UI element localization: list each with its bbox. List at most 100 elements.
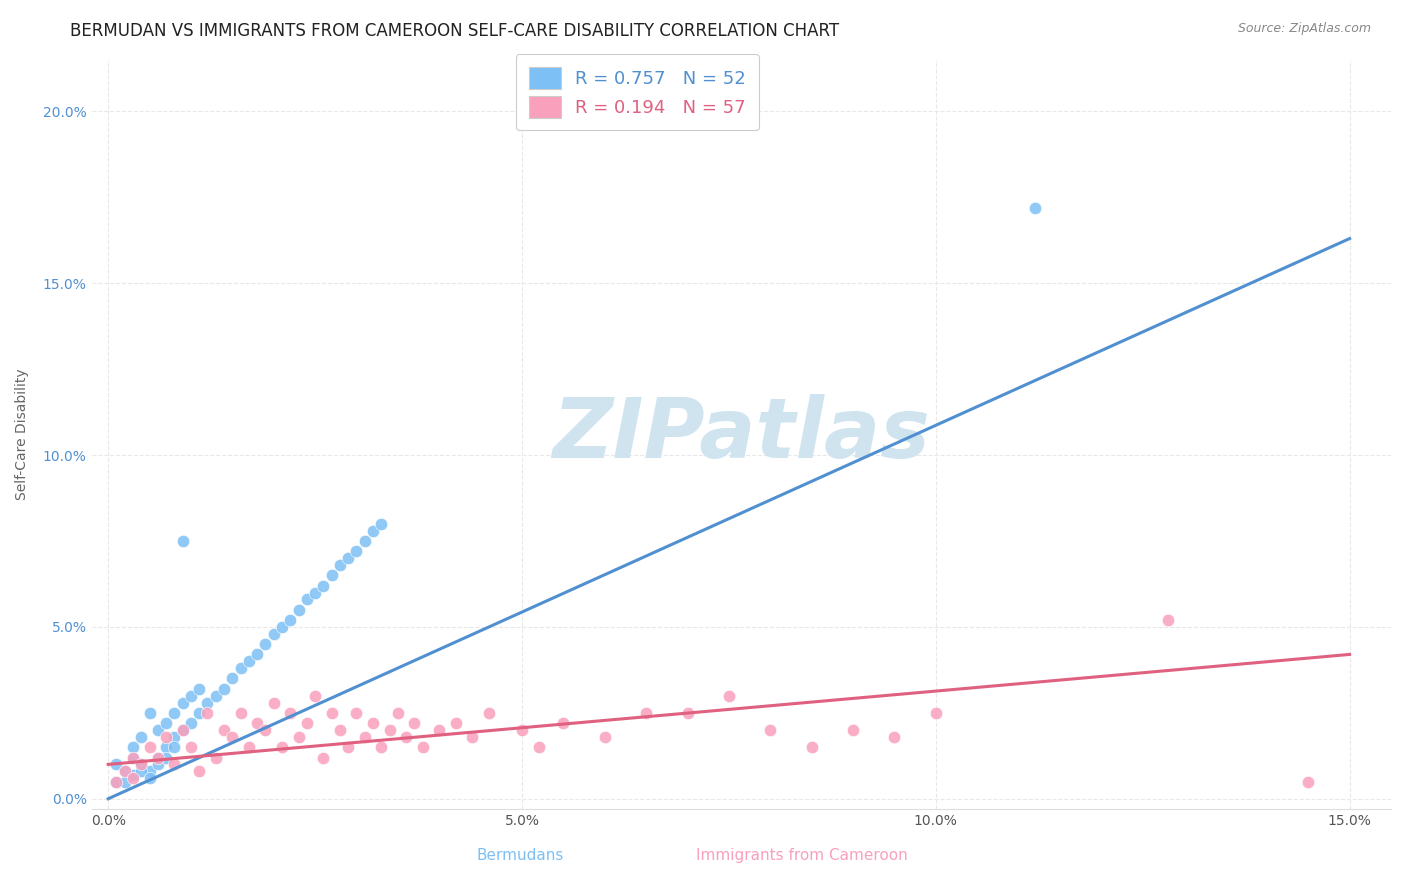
Point <box>114 764 136 779</box>
Text: Source: ZipAtlas.com: Source: ZipAtlas.com <box>1237 22 1371 36</box>
Point <box>287 730 309 744</box>
Point <box>180 689 202 703</box>
Point <box>329 723 352 737</box>
Point <box>122 740 145 755</box>
Point <box>353 730 375 744</box>
Point <box>478 706 501 720</box>
Point <box>271 620 294 634</box>
Point <box>114 774 136 789</box>
Y-axis label: Self-Care Disability: Self-Care Disability <box>15 368 30 500</box>
Point <box>212 681 235 696</box>
Point <box>188 681 211 696</box>
Point <box>287 603 309 617</box>
Point <box>378 723 401 737</box>
Legend: R = 0.757   N = 52, R = 0.194   N = 57: R = 0.757 N = 52, R = 0.194 N = 57 <box>516 54 759 130</box>
Point <box>412 740 434 755</box>
Point <box>229 661 252 675</box>
Point <box>346 706 368 720</box>
Point <box>759 723 782 737</box>
Point <box>221 730 243 744</box>
Point <box>163 706 186 720</box>
Point <box>138 740 160 755</box>
Point <box>122 750 145 764</box>
Point <box>883 730 905 744</box>
Point <box>105 757 128 772</box>
Point <box>304 689 326 703</box>
Point <box>105 774 128 789</box>
Point <box>361 524 384 538</box>
Point <box>229 706 252 720</box>
Point <box>527 740 550 755</box>
Point <box>321 706 343 720</box>
Point <box>146 750 169 764</box>
Point <box>197 706 219 720</box>
Point <box>138 706 160 720</box>
Point <box>361 716 384 731</box>
Point <box>155 716 177 731</box>
Point <box>254 723 277 737</box>
Point <box>155 750 177 764</box>
Point <box>1156 613 1178 627</box>
Point <box>636 706 658 720</box>
Point <box>278 706 301 720</box>
Point <box>404 716 426 731</box>
Point <box>278 613 301 627</box>
Point <box>717 689 740 703</box>
Point <box>129 730 152 744</box>
Point <box>304 585 326 599</box>
Point <box>197 696 219 710</box>
Point <box>146 757 169 772</box>
Text: Bermudans: Bermudans <box>477 848 564 863</box>
Point <box>295 716 318 731</box>
Point <box>155 740 177 755</box>
Point <box>129 757 152 772</box>
Point <box>212 723 235 737</box>
Point <box>800 740 823 755</box>
Point <box>312 750 335 764</box>
Point <box>238 740 260 755</box>
Point <box>180 740 202 755</box>
Point <box>138 764 160 779</box>
Point <box>129 757 152 772</box>
Point <box>271 740 294 755</box>
Point <box>172 696 194 710</box>
Point <box>138 771 160 785</box>
Point <box>337 551 360 566</box>
Point <box>329 558 352 572</box>
Point <box>163 730 186 744</box>
Point <box>188 706 211 720</box>
Point <box>553 716 575 731</box>
Point <box>146 750 169 764</box>
Point <box>370 740 392 755</box>
Point <box>155 730 177 744</box>
Point <box>246 648 269 662</box>
Text: Immigrants from Cameroon: Immigrants from Cameroon <box>696 848 907 863</box>
Point <box>105 774 128 789</box>
Point <box>1024 201 1046 215</box>
Point <box>444 716 467 731</box>
Point <box>188 764 211 779</box>
Point <box>122 750 145 764</box>
Point <box>204 750 226 764</box>
Point <box>925 706 948 720</box>
Point <box>246 716 269 731</box>
Point <box>295 592 318 607</box>
Point <box>461 730 484 744</box>
Point <box>146 723 169 737</box>
Point <box>370 516 392 531</box>
Point <box>427 723 450 737</box>
Point <box>172 723 194 737</box>
Point <box>842 723 865 737</box>
Point <box>122 771 145 785</box>
Point <box>510 723 533 737</box>
Point <box>676 706 699 720</box>
Point <box>163 740 186 755</box>
Point <box>263 627 285 641</box>
Point <box>221 672 243 686</box>
Point <box>395 730 418 744</box>
Point <box>346 544 368 558</box>
Point <box>129 764 152 779</box>
Point <box>312 579 335 593</box>
Point <box>204 689 226 703</box>
Point <box>1296 774 1319 789</box>
